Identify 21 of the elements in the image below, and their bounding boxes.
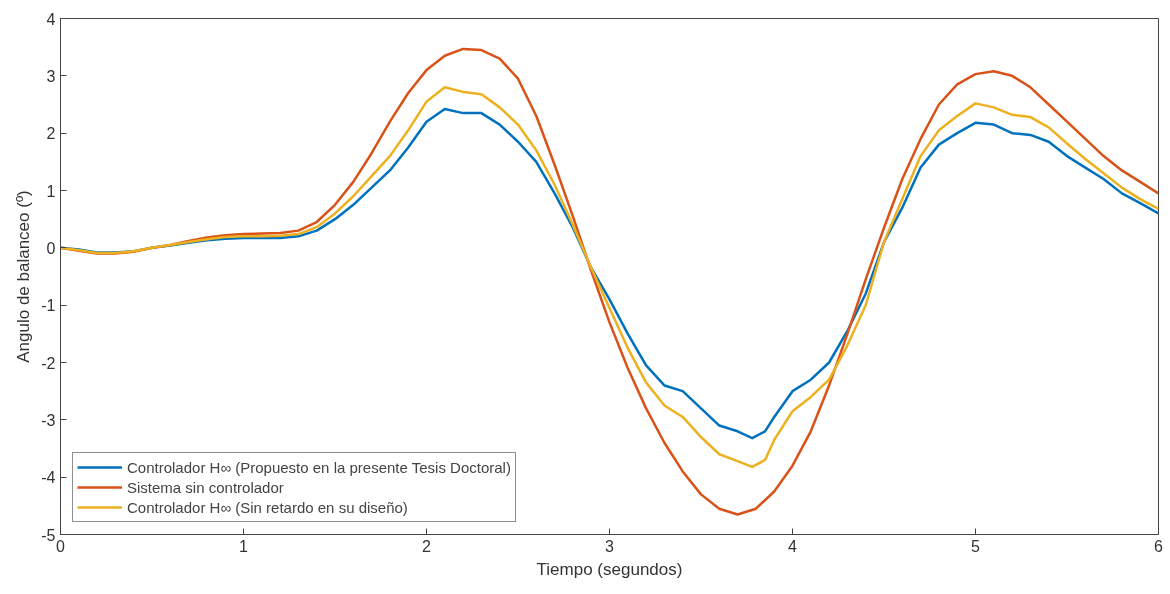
- y-tick-label: -5: [41, 526, 56, 544]
- x-tick-label: 5: [971, 537, 981, 555]
- y-tick-label: 4: [46, 10, 56, 28]
- legend-label: Controlador H∞ (Propuesto en la presente Tesis Doctoral): [127, 457, 511, 477]
- y-tick-label: -4: [41, 469, 56, 487]
- x-tick-label: 3: [605, 537, 615, 555]
- x-tick-label: 1: [239, 537, 249, 555]
- legend-label: Controlador H∞ (Sin retardo en su diseño): [127, 497, 408, 517]
- y-tick-label: -3: [41, 411, 56, 429]
- y-tick-label: 1: [46, 182, 56, 200]
- y-tick-label: 0: [46, 239, 56, 257]
- x-tick-label: 6: [1154, 537, 1164, 555]
- x-axis-title: Tiempo (segundos): [536, 559, 683, 579]
- y-tick-label: 3: [46, 67, 56, 85]
- y-tick-label: 2: [46, 125, 56, 143]
- legend-label: Sistema sin controlador: [127, 477, 284, 497]
- y-tick-label: -1: [41, 297, 56, 315]
- x-tick-label: 2: [422, 537, 432, 555]
- y-tick-label: -2: [41, 354, 56, 372]
- x-tick-label: 4: [788, 537, 798, 555]
- y-axis-title: Angulo de balanceo (º): [14, 190, 34, 363]
